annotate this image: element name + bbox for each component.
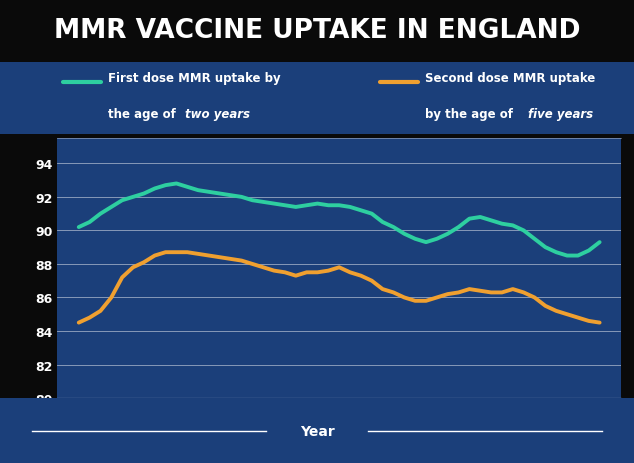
Text: MMR VACCINE UPTAKE IN ENGLAND: MMR VACCINE UPTAKE IN ENGLAND xyxy=(54,18,580,44)
Text: by the age of: by the age of xyxy=(425,108,517,121)
Text: Second dose MMR uptake: Second dose MMR uptake xyxy=(425,72,595,85)
Text: the age of: the age of xyxy=(108,108,180,121)
Text: First dose MMR uptake by: First dose MMR uptake by xyxy=(108,72,280,85)
Text: Year: Year xyxy=(300,424,334,438)
Text: two years: two years xyxy=(185,108,250,121)
Text: five years: five years xyxy=(528,108,593,121)
